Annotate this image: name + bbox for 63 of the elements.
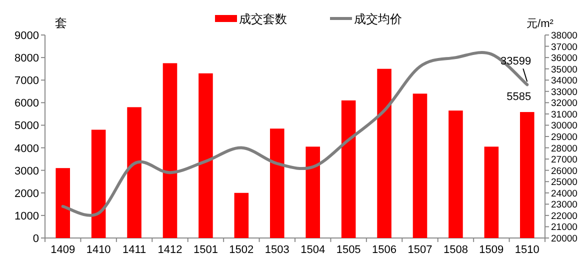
y-tick-label: 4000 (14, 142, 39, 155)
y-tick-label: 6000 (14, 98, 39, 110)
y2-tick-label: 21000 (551, 222, 578, 234)
y2-tick-label: 24000 (551, 188, 578, 200)
bar (127, 107, 142, 238)
y2-tick-label: 22000 (551, 210, 578, 222)
bar (162, 63, 178, 238)
bar (270, 128, 284, 238)
legend-label: 成交均价 (354, 12, 402, 26)
y-tick-label: 0 (32, 233, 39, 245)
y-tick-label: 5000 (14, 120, 39, 132)
y2-tick-label: 25000 (551, 177, 578, 188)
y2-tick-label: 28000 (551, 143, 578, 154)
x-tick-label: 1501 (193, 244, 218, 256)
y2-tick-label: 33000 (551, 86, 578, 98)
y-tick-label: 7000 (14, 75, 39, 88)
bar (520, 112, 534, 238)
bar (377, 68, 392, 238)
y-tick-label: 1000 (14, 210, 39, 222)
bar (91, 130, 106, 238)
y-axis-title: 套 (55, 16, 67, 30)
x-tick-label: 1503 (264, 244, 290, 256)
bar (198, 73, 213, 238)
y2-tick-label: 36000 (551, 53, 578, 64)
y-tick-label: 8000 (14, 52, 39, 65)
x-tick-label: 1506 (372, 244, 397, 256)
y2-tick-label: 23000 (551, 200, 578, 211)
bar (56, 168, 70, 238)
y2-tick-label: 30000 (551, 120, 578, 132)
x-tick-label: 1502 (229, 244, 254, 256)
x-tick-label: 1510 (514, 244, 540, 256)
y-tick-label: 2000 (14, 188, 39, 200)
x-tick-label: 1412 (158, 244, 182, 256)
bar (306, 146, 320, 238)
y2-tick-label: 35000 (551, 64, 578, 76)
bar (341, 100, 356, 238)
x-tick-label: 1507 (408, 244, 432, 256)
x-tick-label: 1411 (122, 244, 146, 256)
legend-label: 成交套数 (239, 12, 287, 26)
data-label: 33599 (500, 56, 532, 68)
y2-tick-label: 27000 (551, 154, 578, 166)
bar (448, 110, 463, 238)
x-tick-label: 1508 (443, 244, 468, 256)
y2-tick-label: 38000 (551, 30, 578, 42)
y2-tick-label: 26000 (551, 166, 578, 177)
x-tick-label: 1410 (86, 244, 111, 256)
y2-tick-label: 31000 (551, 109, 578, 120)
data-label: 5585 (506, 91, 532, 104)
y-tick-label: 3000 (14, 165, 39, 178)
bar (412, 94, 428, 238)
bar (484, 146, 499, 238)
y-tick-label: 9000 (14, 30, 39, 42)
x-tick-label: 1509 (479, 244, 504, 256)
y2-tick-label: 37000 (551, 42, 578, 53)
x-tick-label: 1505 (336, 244, 361, 256)
y2-tick-label: 29000 (551, 132, 578, 143)
bar (234, 192, 249, 238)
x-tick-label: 1504 (300, 244, 326, 256)
y2-tick-label: 20000 (551, 234, 578, 244)
y2-tick-label: 32000 (551, 98, 578, 110)
x-tick-label: 1409 (50, 244, 76, 256)
y2-axis-title: 元/m² (526, 18, 554, 30)
y2-tick-label: 34000 (551, 76, 578, 87)
